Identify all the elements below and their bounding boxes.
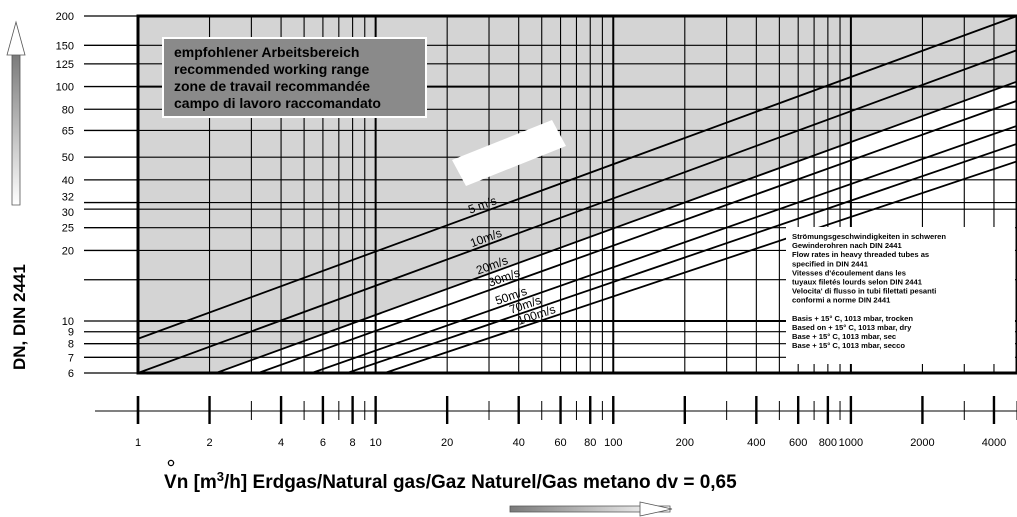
y-tick-label: 9 bbox=[68, 327, 74, 339]
note-line: Vitesses d'écoulement dans les bbox=[792, 268, 906, 277]
velocity-lines bbox=[138, 16, 1017, 373]
x-tick-label: 60 bbox=[554, 437, 566, 449]
series-line-1 bbox=[138, 49, 1017, 373]
plot-frame bbox=[136, 14, 1017, 375]
x-tick-label: 2000 bbox=[910, 437, 934, 449]
y-axis-label: DN, DIN 2441 bbox=[10, 264, 29, 370]
x-tick-label: 40 bbox=[513, 437, 525, 449]
y-tick-label: 80 bbox=[62, 104, 74, 116]
x-grid bbox=[208, 16, 995, 373]
x-tick-label: 6 bbox=[320, 437, 326, 449]
note-line: Flow rates in heavy threaded tubes as bbox=[792, 250, 929, 259]
y-tick-label: 100 bbox=[56, 82, 74, 94]
y-tick-label: 200 bbox=[56, 11, 74, 23]
note-box: Strömungsgeschwindigkeiten in schwerenGe… bbox=[786, 227, 1015, 364]
y-tick-label: 65 bbox=[62, 125, 74, 137]
x-label-sup: 3 bbox=[217, 469, 224, 484]
note-line: conformi a norme DIN 2441 bbox=[792, 296, 891, 305]
note-line: Base + 15° C, 1013 mbar, sec bbox=[792, 332, 896, 341]
x-label-symbol: V bbox=[164, 472, 177, 493]
x-tick-label: 800 bbox=[819, 437, 837, 449]
vdot-ring-icon bbox=[167, 459, 175, 467]
y-tick-label: 150 bbox=[56, 40, 74, 52]
range-line-3: zone de travail recommandée bbox=[174, 78, 370, 94]
y-tick-label: 20 bbox=[62, 245, 74, 257]
note-line: Basis + 15° C, 1013 mbar, trocken bbox=[792, 314, 913, 323]
right-arrow-head-icon bbox=[639, 501, 673, 517]
x-tick-label: 200 bbox=[676, 437, 694, 449]
x-axis: 1 2 4 6 8 10 20 40 60 80 100 200 400 600 800 1000 2000 40… bbox=[95, 396, 1017, 449]
x-label-part1: n [m bbox=[177, 472, 217, 493]
svg-text:Vn [m3/h] Erdgas/Natural gas/G: Vn [m3/h] Erdgas/Natural gas/Gaz Naturel… bbox=[164, 469, 737, 493]
x-tick-label: 20 bbox=[441, 437, 453, 449]
velocity-label-highlight bbox=[452, 120, 566, 186]
series-line-3 bbox=[255, 99, 1017, 373]
x-tick-label: 600 bbox=[789, 437, 807, 449]
y-tick-label: 25 bbox=[62, 223, 74, 235]
series-line-4 bbox=[308, 124, 1017, 373]
note-line: Velocita' di flusso in tubi filettati pe… bbox=[792, 287, 936, 296]
note-line: Based on + 15° C, 1013 mbar, dry bbox=[792, 323, 912, 332]
x-tick-label: 100 bbox=[604, 437, 622, 449]
y-tick-label: 7 bbox=[68, 352, 74, 364]
x-tick-label: 4000 bbox=[982, 437, 1006, 449]
y-tick-label: 10 bbox=[62, 316, 74, 328]
x-tick-label: 1000 bbox=[839, 437, 863, 449]
note-line: Base + 15° C, 1013 mbar, secco bbox=[792, 341, 905, 350]
right-arrow-icon bbox=[509, 505, 671, 513]
series-line-0 bbox=[138, 16, 1017, 340]
x-tick-label: 1 bbox=[135, 437, 141, 449]
y-tick-label: 32 bbox=[62, 192, 74, 204]
range-line-2: recommended working range bbox=[174, 61, 369, 77]
range-line-4: campo di lavoro raccomandato bbox=[174, 95, 381, 111]
y-tick-label: 8 bbox=[68, 339, 74, 351]
x-axis-label: Vn [m3/h] Erdgas/Natural gas/Gaz Naturel… bbox=[164, 459, 737, 493]
x-tick-label: 400 bbox=[747, 437, 765, 449]
y-tick-label: 6 bbox=[68, 368, 74, 380]
x-tick-label: 4 bbox=[278, 437, 284, 449]
y-tick-label: 30 bbox=[62, 207, 74, 219]
up-arrow-head-icon bbox=[6, 20, 26, 56]
x-tick-label: 2 bbox=[206, 437, 212, 449]
note-line: tuyaux filetés lourds selon DIN 2441 bbox=[792, 278, 923, 287]
x-tick-label: 10 bbox=[370, 437, 382, 449]
note-line: Gewinderohren nach DIN 2441 bbox=[792, 241, 902, 250]
y-tick-label: 125 bbox=[56, 59, 74, 71]
note-line: specified in DIN 2441 bbox=[792, 259, 869, 268]
note-line: Strömungsgeschwindigkeiten in schweren bbox=[792, 232, 946, 241]
y-tick-label: 40 bbox=[62, 175, 74, 187]
series-line-6 bbox=[381, 160, 1017, 373]
x-tick-label: 8 bbox=[350, 437, 356, 449]
range-line-1: empfohlener Arbeitsbereich bbox=[174, 44, 359, 60]
series-line-5 bbox=[344, 142, 1017, 373]
x-label-part2: /h] Erdgas/Natural gas/Gaz Naturel/Gas m… bbox=[224, 472, 737, 493]
series-line-2 bbox=[213, 80, 1017, 373]
up-arrow-icon bbox=[11, 53, 21, 206]
y-tick-label: 50 bbox=[62, 152, 74, 164]
recommended-range-box: empfohlener Arbeitsbereich recommended w… bbox=[162, 37, 427, 118]
x-tick-label: 80 bbox=[584, 437, 596, 449]
